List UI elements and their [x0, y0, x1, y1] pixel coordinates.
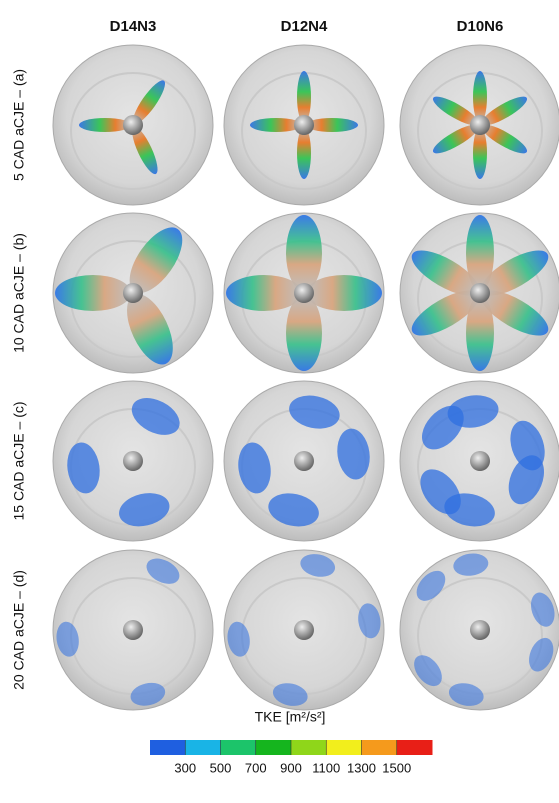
colorbar: 300 500 700 900 1100 1300 1500 [150, 740, 433, 775]
prechamber [470, 620, 490, 640]
jet [286, 215, 322, 291]
column-header: D10N6 [457, 18, 504, 35]
prechamber [294, 115, 314, 135]
panel [224, 213, 384, 373]
column-header: D14N3 [110, 18, 157, 35]
prechamber [123, 283, 143, 303]
jet [286, 295, 322, 371]
prechamber [470, 283, 490, 303]
prechamber [294, 451, 314, 471]
colorbar-segment [326, 740, 362, 755]
row-label: 15 CAD aCJE – (c) [11, 401, 27, 520]
figure: TKE [m²/s²] 300 500 700 900 1100 1300 1500 D14… [0, 0, 559, 803]
panel [224, 45, 384, 205]
prechamber [294, 283, 314, 303]
colorbar-tick-label: 1100 [312, 760, 340, 775]
panel [400, 213, 559, 373]
column-header: D12N4 [281, 18, 328, 35]
row-label: 5 CAD aCJE – (a) [11, 69, 27, 181]
prechamber [294, 620, 314, 640]
prechamber [123, 620, 143, 640]
panel [53, 45, 213, 205]
colorbar-tick-label: 1500 [382, 760, 411, 775]
prechamber [123, 115, 143, 135]
colorbar-segment [256, 740, 292, 755]
panel [400, 381, 559, 541]
colorbar-segment [362, 740, 398, 755]
jet [55, 275, 131, 311]
colorbar-segment [397, 740, 433, 755]
jet [226, 275, 302, 311]
colorbar-segment [291, 740, 327, 755]
colorbar-tick-label: 500 [210, 760, 232, 775]
colorbar-tick-label: 300 [174, 760, 196, 775]
panel [224, 550, 384, 710]
colorbar-tick-label: 900 [280, 760, 302, 775]
panel [400, 45, 559, 205]
colorbar-segment [150, 740, 186, 755]
prechamber [470, 451, 490, 471]
panels [53, 45, 559, 710]
jet [306, 275, 382, 311]
colorbar-tick-label: 1300 [347, 760, 376, 775]
panel [53, 213, 213, 373]
colorbar-segment [185, 740, 221, 755]
panel [224, 381, 384, 541]
prechamber [470, 115, 490, 135]
colorbar-title: TKE [m²/s²] [255, 709, 326, 725]
row-label: 20 CAD aCJE – (d) [11, 570, 27, 690]
colorbar-segment [221, 740, 257, 755]
prechamber [123, 451, 143, 471]
panel [53, 550, 213, 710]
panel [53, 381, 213, 541]
panel [400, 550, 559, 710]
colorbar-tick-label: 700 [245, 760, 267, 775]
row-label: 10 CAD aCJE – (b) [11, 233, 27, 353]
